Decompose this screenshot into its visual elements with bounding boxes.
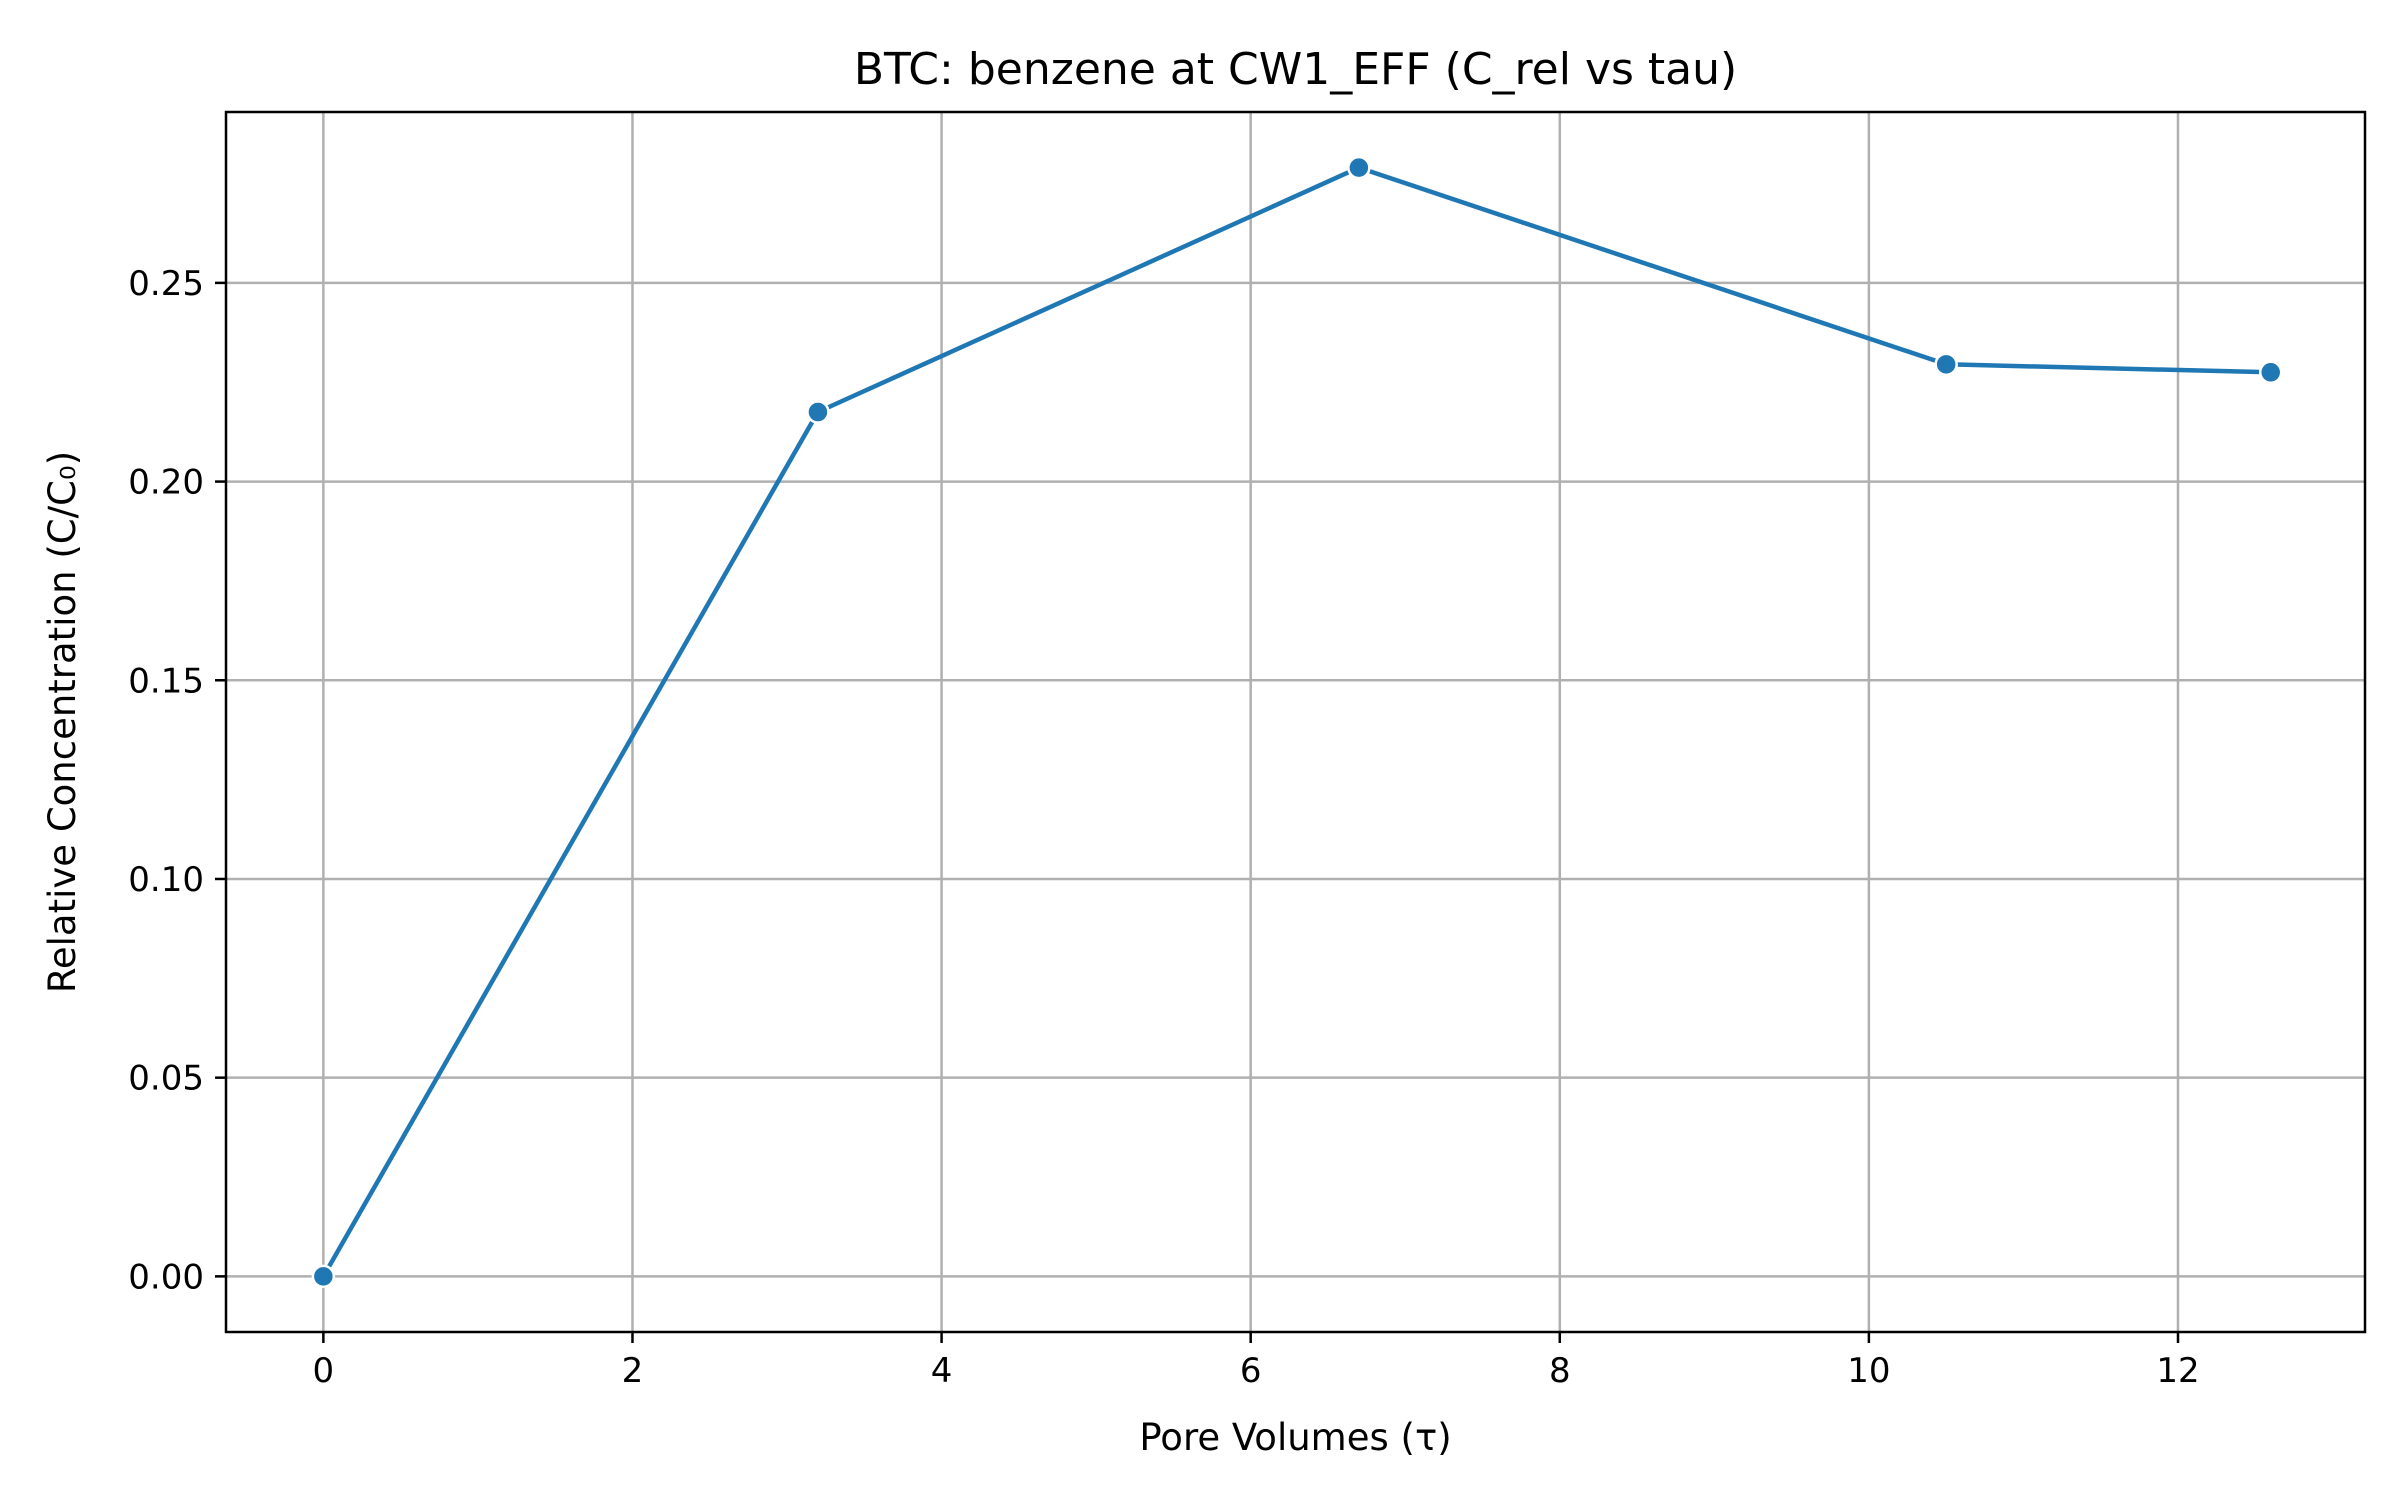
- y-tick-label: 0.05: [128, 1059, 204, 1099]
- x-axis: 0 2 4 6 8 10 12: [313, 1332, 2200, 1391]
- x-tick-label: 6: [1240, 1351, 1262, 1391]
- y-tick-label: 0.10: [128, 860, 204, 900]
- x-axis-label: Pore Volumes (τ): [1139, 1416, 1451, 1459]
- y-axis: 0.00 0.05 0.10 0.15 0.20 0.25: [128, 264, 226, 1297]
- series-layer: [311, 155, 2283, 1289]
- x-tick-label: 10: [1847, 1351, 1890, 1391]
- data-point: [806, 400, 830, 424]
- plot-frame: [224, 110, 2367, 1334]
- data-point: [2258, 360, 2283, 385]
- y-axis-label: Relative Concentration (C/C₀): [41, 451, 84, 993]
- x-tick-label: 12: [2156, 1351, 2199, 1391]
- x-tick-label: 4: [931, 1351, 953, 1391]
- x-tick-label: 0: [313, 1351, 335, 1391]
- x-tick-label: 8: [1549, 1351, 1571, 1391]
- x-tick-label: 2: [622, 1351, 644, 1391]
- data-point: [1934, 352, 1958, 377]
- y-tick-label: 0.00: [128, 1257, 204, 1297]
- grid: [226, 112, 2365, 1332]
- y-tick-label: 0.15: [128, 661, 204, 701]
- y-tick-label: 0.25: [128, 264, 204, 304]
- y-tick-label: 0.20: [128, 463, 204, 503]
- data-point: [311, 1264, 336, 1289]
- data-point: [1347, 155, 1371, 180]
- chart-title: BTC: benzene at CW1_EFF (C_rel vs tau): [854, 44, 1737, 95]
